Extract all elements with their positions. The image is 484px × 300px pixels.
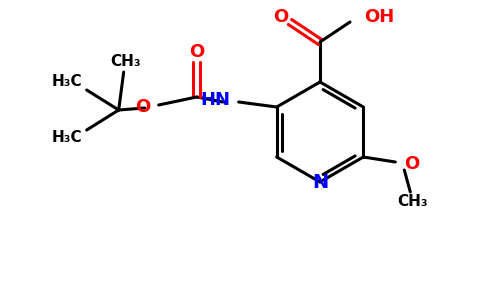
Text: H₃C: H₃C — [52, 130, 83, 146]
Text: CH₃: CH₃ — [397, 194, 427, 209]
Text: N: N — [312, 173, 328, 193]
Text: O: O — [404, 155, 420, 173]
Text: CH₃: CH₃ — [110, 55, 141, 70]
Text: HN: HN — [201, 91, 231, 109]
Text: O: O — [136, 98, 151, 116]
Text: H₃C: H₃C — [52, 74, 83, 89]
Text: OH: OH — [364, 8, 394, 26]
Text: O: O — [273, 8, 288, 26]
Text: O: O — [189, 43, 204, 61]
